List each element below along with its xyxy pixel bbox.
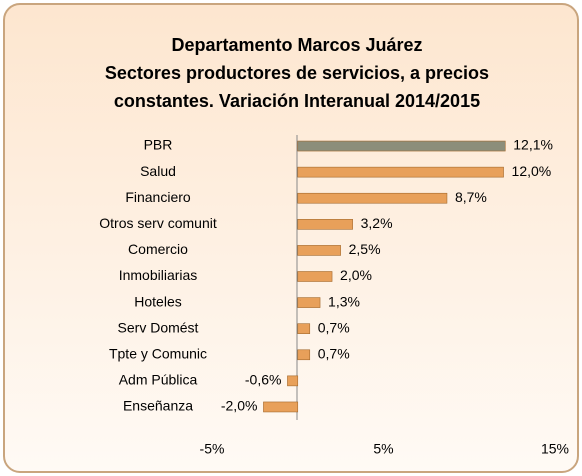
y-tick-label: Hoteles (134, 293, 181, 309)
y-tick-label: Salud (140, 163, 176, 179)
value-label: 0,7% (318, 319, 350, 335)
bar (297, 219, 353, 230)
value-label: -2,0% (221, 398, 258, 414)
bar (297, 297, 321, 308)
bar (297, 140, 506, 152)
chart-title: constantes. Variación Interanual 2014/20… (114, 91, 480, 111)
chart-title: Departamento Marcos Juárez (171, 35, 422, 55)
x-tick-label: 5% (373, 441, 393, 457)
bar (297, 245, 341, 256)
value-label: 0,7% (318, 345, 350, 361)
bar (263, 401, 299, 413)
chart-frame (3, 3, 579, 473)
value-label: -0,6% (245, 372, 282, 388)
y-tick-label: Otros serv comunit (99, 215, 217, 231)
bar (297, 349, 311, 361)
y-tick-label: Inmobiliarias (119, 267, 198, 283)
y-tick-label: Serv Domést (118, 319, 199, 335)
x-tick-label: -5% (200, 441, 225, 457)
y-tick-label: Enseñanza (123, 398, 193, 414)
y-tick-label: PBR (144, 137, 173, 153)
y-tick-label: Tpte y Comunic (109, 345, 207, 361)
x-tick-label: 15% (541, 441, 569, 457)
value-label: 3,2% (361, 215, 393, 231)
bar (297, 271, 333, 282)
chart-title: Sectores productores de servicios, a pre… (105, 63, 489, 83)
value-label: 2,5% (349, 241, 381, 257)
bar (287, 375, 299, 387)
value-label: 1,3% (328, 293, 360, 309)
y-tick-label: Adm Pública (119, 372, 198, 388)
bar (297, 192, 448, 204)
bar (297, 166, 504, 178)
value-label: 12,0% (512, 163, 552, 179)
bar (297, 323, 311, 334)
value-label: 8,7% (455, 189, 487, 205)
y-tick-label: Comercio (128, 241, 188, 257)
y-tick-label: Financiero (125, 189, 191, 205)
value-label: 2,0% (340, 267, 372, 283)
value-label: 12,1% (513, 137, 553, 153)
